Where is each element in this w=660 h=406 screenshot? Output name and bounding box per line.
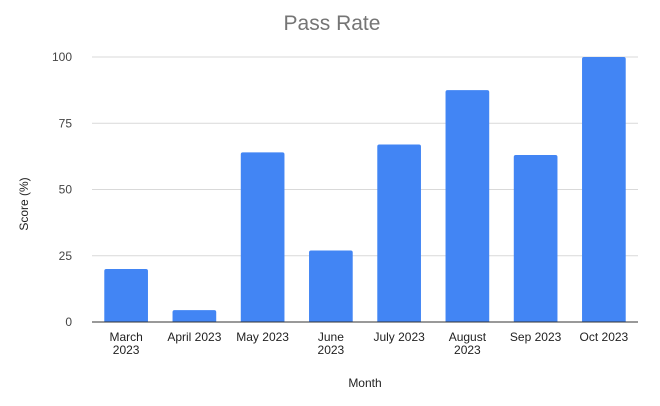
y-tick-label: 100 [52, 50, 72, 64]
chart-title: Pass Rate [284, 12, 381, 35]
x-tick-label-line: Oct 2023 [580, 330, 629, 344]
x-tick-label: March 2023 [109, 330, 142, 357]
y-tick-label: 25 [59, 249, 73, 263]
x-axis-title: Month [348, 376, 381, 390]
y-tick-label: 75 [59, 116, 73, 130]
x-tick-label-line: 2023 [113, 343, 140, 357]
x-tick-label-line: July 2023 [373, 330, 425, 344]
y-axis-ticks: 0 25 50 75 100 [52, 50, 72, 329]
x-tick-label: May 2023 [236, 330, 289, 344]
bars [104, 57, 626, 322]
y-axis-title: Score (%) [17, 177, 31, 230]
bar [309, 250, 353, 322]
bar [104, 269, 148, 322]
x-tick-label: July 2023 [373, 330, 425, 344]
x-tick-label-line: 2023 [318, 343, 345, 357]
bar [513, 155, 558, 322]
bar [240, 152, 285, 322]
y-tick-label: 50 [59, 183, 73, 197]
x-tick-label-line: May 2023 [236, 330, 289, 344]
x-tick-label-line: August [449, 330, 487, 344]
x-tick-label: June 2023 [318, 330, 345, 357]
y-tick-label: 0 [65, 315, 72, 329]
x-tick-label-line: 2023 [454, 343, 481, 357]
bar [377, 144, 421, 322]
x-tick-label-line: March [109, 330, 142, 344]
x-tick-label-line: April 2023 [167, 330, 221, 344]
x-tick-label-line: Sep 2023 [510, 330, 562, 344]
bar [445, 90, 490, 322]
x-tick-label: April 2023 [167, 330, 221, 344]
bar [582, 57, 626, 322]
bar [172, 310, 217, 322]
x-tick-label: Sep 2023 [510, 330, 562, 344]
x-tick-label: August 2023 [449, 330, 487, 357]
x-tick-label: Oct 2023 [580, 330, 629, 344]
x-tick-label-line: June [318, 330, 344, 344]
